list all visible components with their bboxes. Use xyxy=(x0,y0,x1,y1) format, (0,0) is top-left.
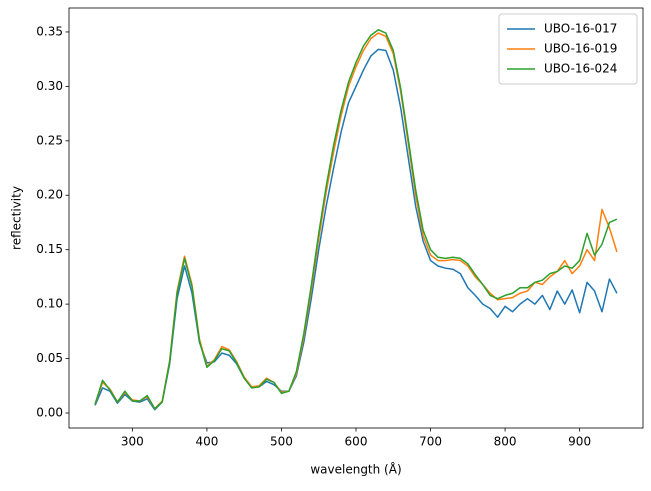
data-line xyxy=(94,29,618,410)
legend-label: UBO-16-017 xyxy=(544,22,617,36)
y-tick-label: 0.35 xyxy=(36,24,63,38)
x-tick-label: 700 xyxy=(419,435,442,449)
y-tick-label: 0.05 xyxy=(36,351,63,365)
data-line xyxy=(94,32,618,410)
y-tick-label: 0.30 xyxy=(36,79,63,93)
y-tick-label: 0.20 xyxy=(36,188,63,202)
x-tick-label: 800 xyxy=(494,435,517,449)
x-tick-label: 900 xyxy=(568,435,591,449)
y-tick-label: 0.25 xyxy=(36,133,63,147)
x-tick-label: 500 xyxy=(270,435,293,449)
x-tick-label: 300 xyxy=(121,435,144,449)
legend-label: UBO-16-019 xyxy=(544,42,617,56)
x-axis-label: wavelength (Å) xyxy=(310,462,401,477)
y-tick-label: 0.10 xyxy=(36,297,63,311)
legend-box xyxy=(498,13,638,85)
x-tick-label: 600 xyxy=(345,435,368,449)
x-tick-label: 400 xyxy=(195,435,218,449)
plot-area xyxy=(94,29,618,411)
y-tick-label: 0.15 xyxy=(36,242,63,256)
y-axis-label: reflectivity xyxy=(10,186,24,250)
data-line xyxy=(94,48,618,411)
y-tick-label: 0.00 xyxy=(36,405,63,419)
legend-label: UBO-16-024 xyxy=(544,62,617,76)
